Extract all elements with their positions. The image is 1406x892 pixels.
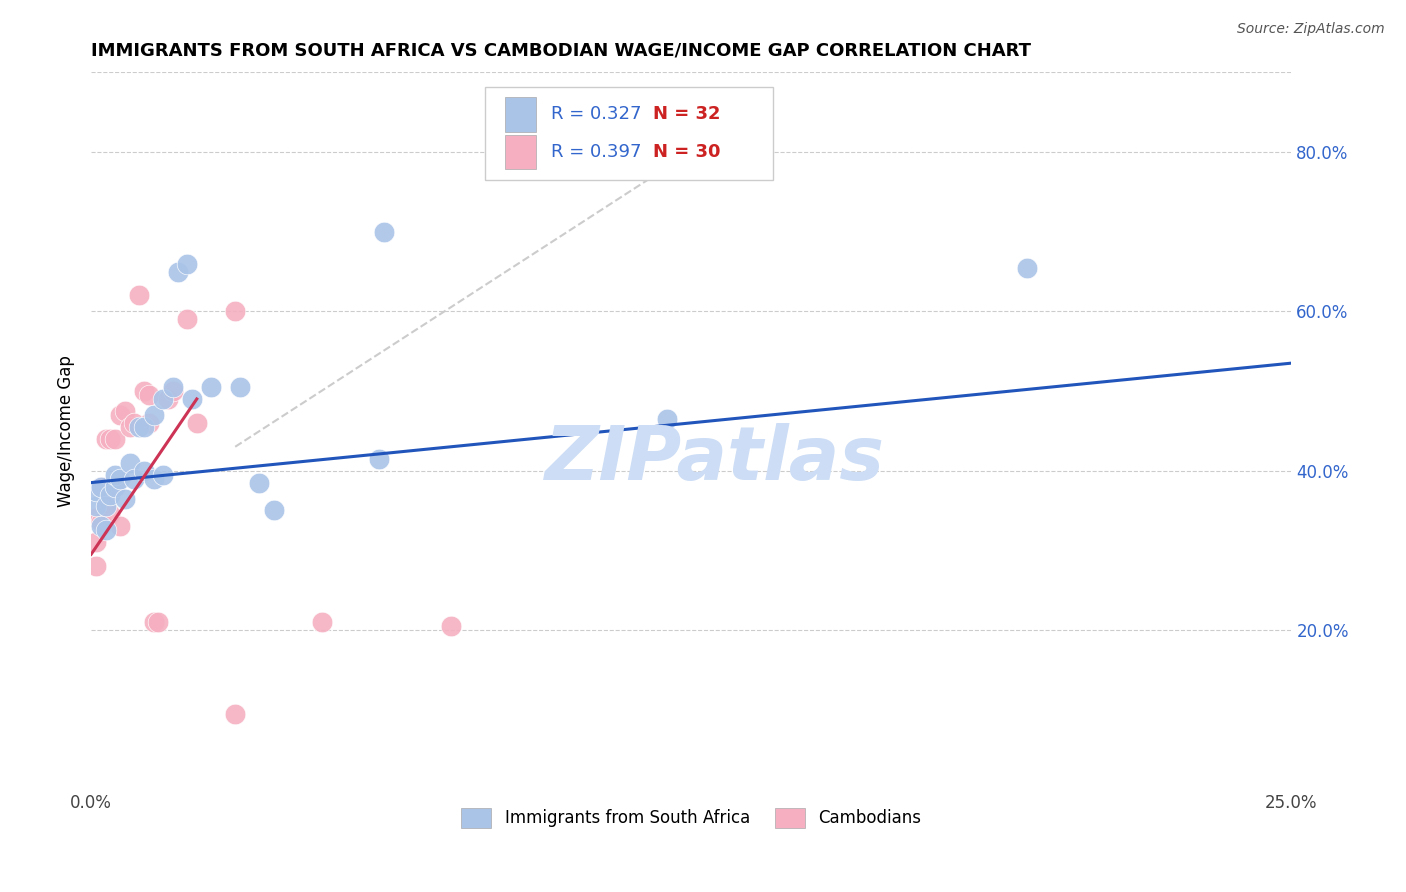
Point bbox=[142, 472, 165, 486]
Legend: Immigrants from South Africa, Cambodians: Immigrants from South Africa, Cambodians bbox=[454, 801, 928, 835]
Point bbox=[108, 472, 131, 486]
Point bbox=[98, 432, 121, 446]
Point bbox=[657, 412, 679, 426]
Point bbox=[84, 500, 107, 514]
Point bbox=[224, 304, 246, 318]
Text: N = 30: N = 30 bbox=[652, 144, 720, 161]
Point bbox=[186, 416, 208, 430]
Point bbox=[118, 456, 141, 470]
Point bbox=[90, 516, 112, 530]
Point bbox=[94, 495, 117, 509]
Point bbox=[104, 432, 127, 446]
Point bbox=[156, 392, 179, 406]
Text: Source: ZipAtlas.com: Source: ZipAtlas.com bbox=[1237, 22, 1385, 37]
Point bbox=[440, 619, 463, 633]
Point bbox=[84, 559, 107, 574]
Point bbox=[124, 416, 146, 430]
Point bbox=[142, 408, 165, 422]
Bar bbox=[505, 135, 537, 169]
Point bbox=[98, 487, 121, 501]
Point bbox=[263, 503, 285, 517]
Bar bbox=[505, 97, 537, 132]
Point bbox=[94, 432, 117, 446]
Point bbox=[94, 500, 117, 514]
Point bbox=[128, 288, 150, 302]
Point bbox=[138, 388, 160, 402]
Point bbox=[132, 384, 155, 398]
Point bbox=[200, 380, 222, 394]
Point bbox=[84, 483, 107, 498]
Point bbox=[104, 479, 127, 493]
Point bbox=[104, 467, 127, 482]
Point bbox=[124, 472, 146, 486]
Y-axis label: Wage/Income Gap: Wage/Income Gap bbox=[58, 355, 75, 507]
Point bbox=[108, 519, 131, 533]
Point bbox=[229, 380, 252, 394]
Point bbox=[94, 524, 117, 538]
Point bbox=[176, 312, 198, 326]
Text: IMMIGRANTS FROM SOUTH AFRICA VS CAMBODIAN WAGE/INCOME GAP CORRELATION CHART: IMMIGRANTS FROM SOUTH AFRICA VS CAMBODIA… bbox=[91, 42, 1031, 60]
Point bbox=[114, 404, 136, 418]
Point bbox=[84, 535, 107, 549]
Point bbox=[104, 479, 127, 493]
Point bbox=[90, 479, 112, 493]
Point bbox=[224, 706, 246, 721]
Point bbox=[118, 420, 141, 434]
Point bbox=[98, 508, 121, 522]
Point bbox=[181, 392, 204, 406]
Point bbox=[162, 384, 184, 398]
Point bbox=[152, 392, 174, 406]
Text: R = 0.327: R = 0.327 bbox=[551, 105, 641, 123]
FancyBboxPatch shape bbox=[485, 87, 773, 180]
Text: R = 0.397: R = 0.397 bbox=[551, 144, 641, 161]
Text: N = 32: N = 32 bbox=[652, 105, 720, 123]
Point bbox=[90, 519, 112, 533]
Point bbox=[142, 615, 165, 629]
Point bbox=[132, 420, 155, 434]
Point bbox=[368, 451, 391, 466]
Point bbox=[311, 615, 333, 629]
Point bbox=[373, 225, 395, 239]
Point bbox=[114, 491, 136, 506]
Point bbox=[166, 264, 188, 278]
Text: ZIPatlas: ZIPatlas bbox=[546, 423, 886, 496]
Point bbox=[84, 511, 107, 525]
Point bbox=[1017, 260, 1039, 275]
Point bbox=[148, 615, 170, 629]
Point bbox=[152, 467, 174, 482]
Point bbox=[108, 408, 131, 422]
Point bbox=[128, 420, 150, 434]
Point bbox=[132, 464, 155, 478]
Point bbox=[162, 380, 184, 394]
Point bbox=[138, 416, 160, 430]
Point bbox=[176, 256, 198, 270]
Point bbox=[90, 479, 112, 493]
Point bbox=[247, 475, 270, 490]
